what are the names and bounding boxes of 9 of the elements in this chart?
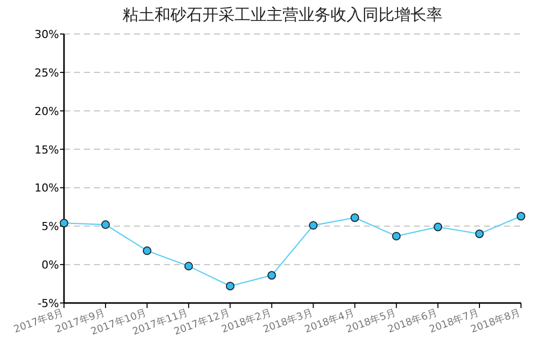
title: 粘土和砂石开采工业主营业务收入同比增长率	[122, 5, 442, 24]
ytick: 5%	[42, 220, 59, 234]
ytick: 25%	[34, 66, 59, 80]
ytick: 10%	[34, 182, 59, 195]
ytick: 30%	[34, 28, 59, 41]
ytick: 15%	[34, 143, 59, 156]
ytick: 0%	[42, 258, 59, 272]
ytick: 20%	[34, 104, 59, 118]
ytick: -5%	[38, 297, 59, 310]
